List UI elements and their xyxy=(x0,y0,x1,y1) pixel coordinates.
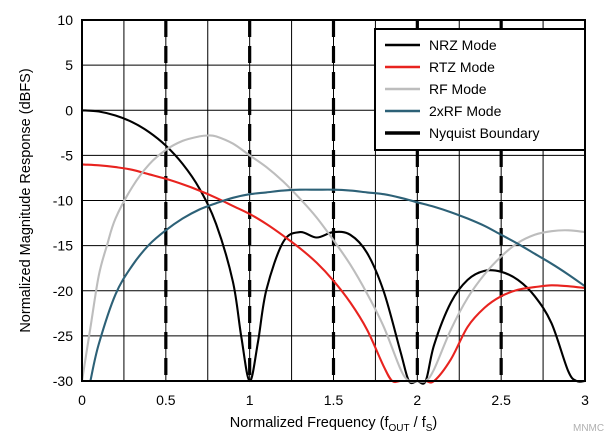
legend-label: RTZ Mode xyxy=(429,59,495,75)
watermark-text: MNMC xyxy=(573,423,604,434)
series-line-rtz-mode xyxy=(81,163,586,384)
y-tick-label: -25 xyxy=(53,328,73,344)
x-tick-label: 1.5 xyxy=(324,392,344,408)
y-tick-label: -5 xyxy=(61,147,74,163)
x-axis-label: Normalized Frequency (fOUT / fS) xyxy=(230,415,438,434)
x-tick-label: 0.5 xyxy=(156,392,176,408)
x-tick-label: 2.5 xyxy=(491,392,511,408)
y-tick-label: 10 xyxy=(57,12,73,28)
y-tick-label: -30 xyxy=(53,373,73,389)
x-tick-label: 1 xyxy=(246,392,254,408)
x-tick-labels: 0 0.5 1 1.5 2 2.5 3 xyxy=(78,392,589,408)
y-tick-labels: 10 5 0 -5 -10 -15 -20 -25 -30 xyxy=(53,12,73,389)
series-lines xyxy=(80,109,586,385)
y-tick-label: -15 xyxy=(53,238,73,254)
legend-label: Nyquist Boundary xyxy=(429,125,540,141)
y-tick-label: 0 xyxy=(65,102,73,118)
x-axis-label-end: ) xyxy=(432,415,437,431)
x-axis-label-main: Normalized Frequency (f xyxy=(230,415,390,431)
x-tick-label: 0 xyxy=(78,392,86,408)
legend: NRZ Mode RTZ Mode RF Mode 2xRF Mode Nyquist … xyxy=(374,28,586,151)
legend-label: NRZ Mode xyxy=(429,37,497,53)
y-tick-label: -10 xyxy=(53,193,73,209)
plot-frame xyxy=(81,19,586,382)
series-line-rf-mode xyxy=(80,134,586,383)
y-tick-label: 5 xyxy=(65,57,73,73)
x-axis-label-mid: / f xyxy=(410,415,427,431)
x-tick-label: 2 xyxy=(413,392,421,408)
x-axis-label-sub-out: OUT xyxy=(389,423,410,434)
x-axis-label-sub-s: S xyxy=(426,423,433,434)
x-tick-label: 3 xyxy=(581,392,589,408)
series-line-2xrf-mode xyxy=(89,188,586,382)
legend-label: 2xRF Mode xyxy=(429,103,502,119)
legend-label: RF Mode xyxy=(429,81,487,97)
series-line-nrz-mode xyxy=(81,109,586,385)
y-tick-label: -20 xyxy=(53,283,73,299)
y-axis-label: Normalized Magnitude Response (dBFS) xyxy=(18,68,34,332)
